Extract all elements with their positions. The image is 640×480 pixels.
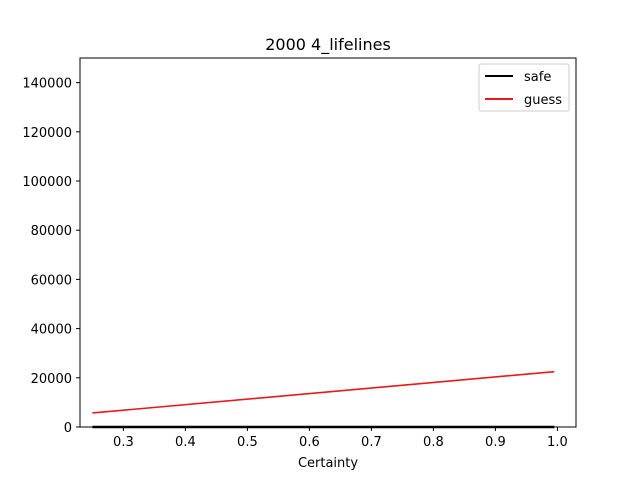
y-tick-label: 40000 xyxy=(31,323,72,338)
x-tick-label: 0.4 xyxy=(175,435,196,450)
x-tick-label: 1.0 xyxy=(547,435,568,450)
y-tick-label: 100000 xyxy=(22,175,72,190)
series-line-guess xyxy=(92,370,555,414)
x-axis-label: Certainty xyxy=(298,456,358,471)
y-axis-ticks: 0 20000 40000 60000 80000 100000 120000 140000 xyxy=(22,77,80,436)
y-tick-label: 20000 xyxy=(31,372,72,387)
x-tick-label: 0.3 xyxy=(113,435,134,450)
y-tick-label: 80000 xyxy=(31,224,72,239)
x-axis-ticks: 0.3 0.4 0.5 0.6 0.7 0.8 0.9 1.0 xyxy=(113,427,568,450)
x-tick-label: 0.6 xyxy=(299,435,320,450)
x-tick-label: 0.9 xyxy=(485,435,506,450)
legend-label-safe: safe xyxy=(524,70,551,85)
y-tick-label: 60000 xyxy=(31,273,72,288)
x-tick-label: 0.5 xyxy=(237,435,258,450)
y-tick-label: 120000 xyxy=(22,126,72,141)
chart-title: 2000 4_lifelines xyxy=(265,35,391,55)
plot-frame xyxy=(79,57,577,428)
y-tick-label: 140000 xyxy=(22,77,72,92)
legend-entries: safe guess xyxy=(485,70,562,108)
y-tick-label: 0 xyxy=(64,421,72,436)
x-tick-label: 0.7 xyxy=(361,435,382,450)
legend: safe guess xyxy=(478,63,570,112)
legend-label-guess: guess xyxy=(524,93,562,108)
x-tick-label: 0.8 xyxy=(423,435,444,450)
